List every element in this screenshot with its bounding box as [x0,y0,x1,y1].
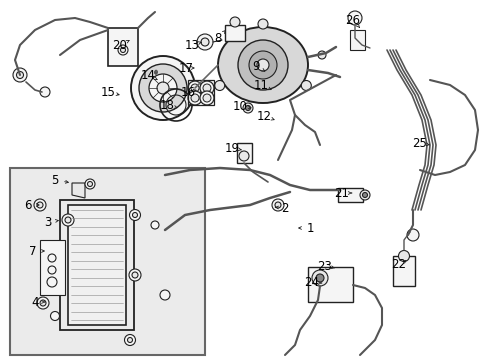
Circle shape [187,91,202,105]
Text: 9: 9 [252,59,259,72]
Circle shape [151,221,159,229]
Text: 16: 16 [180,86,195,99]
Circle shape [62,214,74,226]
Text: 14: 14 [140,68,155,81]
Circle shape [139,64,186,112]
Circle shape [160,290,170,300]
Circle shape [229,17,240,27]
Text: 7: 7 [29,244,37,257]
Circle shape [48,266,56,274]
Text: 2: 2 [281,202,288,215]
Circle shape [191,84,199,92]
Circle shape [127,338,132,342]
Text: 8: 8 [214,32,221,45]
Circle shape [48,254,56,262]
Circle shape [37,202,43,208]
Circle shape [34,199,46,211]
Circle shape [131,56,195,120]
Text: 12: 12 [256,109,271,122]
Circle shape [271,199,284,211]
Text: 13: 13 [184,39,199,51]
Circle shape [257,59,268,71]
Text: 21: 21 [334,186,349,199]
Circle shape [87,181,92,186]
Bar [307,267,352,302]
Circle shape [245,105,250,111]
Text: 24: 24 [304,276,319,289]
Text: 15: 15 [101,86,115,99]
Text: 11: 11 [253,78,268,91]
Bar [10,168,204,355]
Bar [68,205,126,325]
Text: 5: 5 [51,174,59,186]
Text: 10: 10 [232,99,247,113]
Bar [187,80,214,105]
Circle shape [203,94,210,102]
Circle shape [118,45,128,55]
Text: 22: 22 [391,258,406,271]
Circle shape [201,38,208,46]
Circle shape [214,81,224,90]
Circle shape [197,34,213,50]
Circle shape [124,334,135,346]
Circle shape [311,270,327,286]
Circle shape [203,84,210,92]
Bar [108,28,138,66]
Circle shape [40,87,50,97]
Bar [349,30,364,50]
Circle shape [301,81,311,90]
Text: 6: 6 [24,198,32,212]
Circle shape [406,229,418,241]
Circle shape [13,68,27,82]
Circle shape [359,190,369,200]
Bar [40,240,65,295]
Circle shape [47,277,57,287]
Circle shape [398,251,408,261]
Circle shape [129,269,141,281]
Circle shape [315,274,324,282]
Circle shape [85,179,95,189]
Text: 19: 19 [224,141,239,154]
Circle shape [120,48,125,53]
Circle shape [132,212,137,217]
Bar [224,25,244,41]
Circle shape [317,51,325,59]
Bar [60,200,134,330]
Text: 1: 1 [305,221,313,234]
Text: 17: 17 [178,62,193,75]
Text: 20: 20 [112,39,127,51]
Circle shape [362,193,367,198]
Text: 25: 25 [412,136,427,149]
Circle shape [243,103,252,113]
Circle shape [191,94,199,102]
Bar [337,188,362,202]
Circle shape [17,72,23,78]
Bar [392,256,414,286]
Circle shape [248,51,276,79]
Circle shape [129,210,140,220]
Circle shape [239,151,248,161]
Circle shape [65,217,71,223]
Circle shape [347,11,361,25]
Circle shape [37,297,49,309]
Circle shape [50,311,60,320]
Text: 23: 23 [317,260,332,273]
Text: 26: 26 [345,14,360,27]
Circle shape [187,81,202,95]
Polygon shape [72,183,85,198]
Circle shape [200,91,214,105]
Circle shape [274,202,281,208]
Circle shape [238,40,287,90]
Circle shape [200,81,214,95]
Bar [237,143,251,163]
Circle shape [149,74,177,102]
Text: 18: 18 [159,99,174,112]
Circle shape [40,300,46,306]
Ellipse shape [218,27,307,103]
Circle shape [157,82,169,94]
Circle shape [258,19,267,29]
Text: 4: 4 [31,296,39,309]
Circle shape [132,272,138,278]
Text: 3: 3 [44,216,52,229]
